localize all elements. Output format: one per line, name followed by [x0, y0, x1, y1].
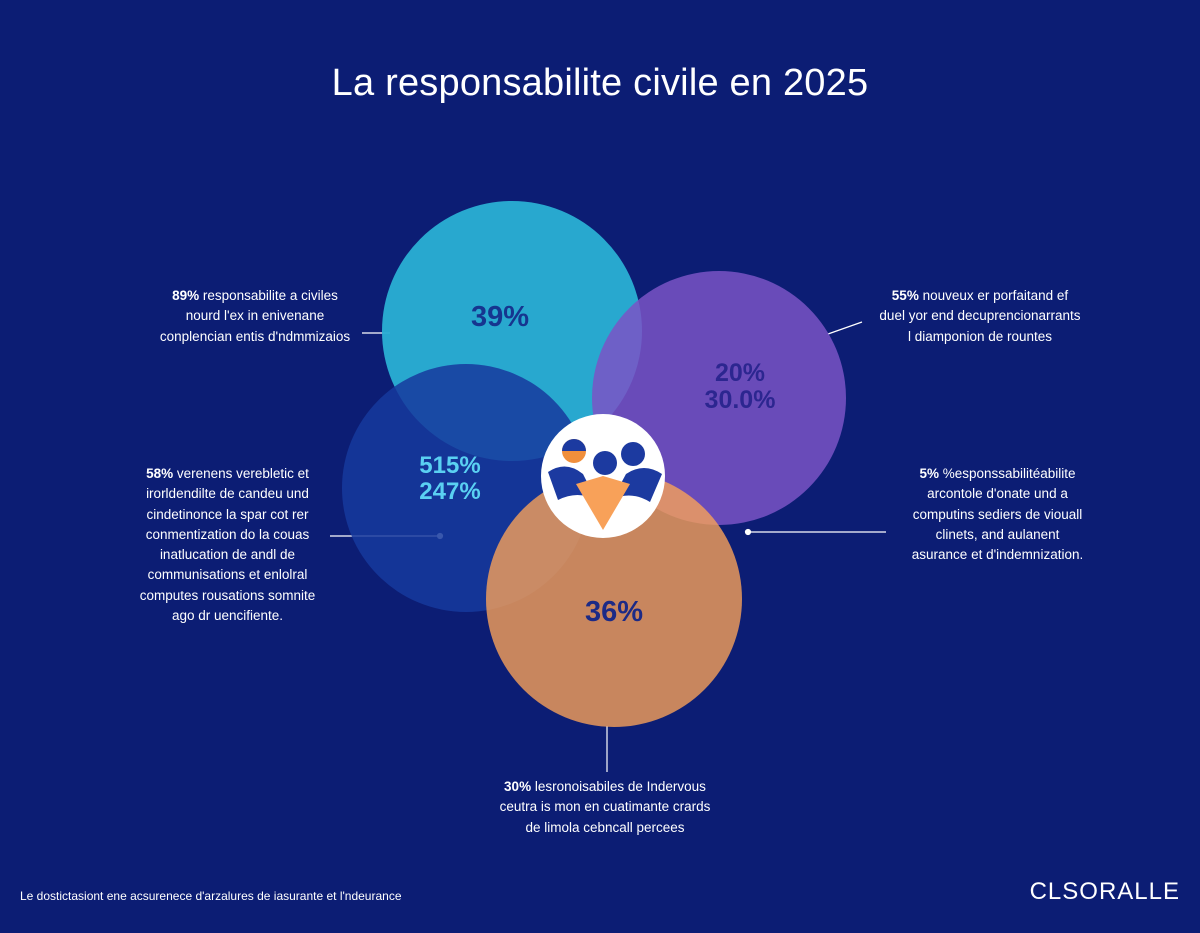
callout-left-line-7: computes rousations somnite — [139, 587, 316, 603]
circle-purple-values: 20% 30.0% — [680, 360, 800, 414]
leader-line-top-right — [827, 321, 863, 335]
circle-purple-value-2: 30.0% — [704, 386, 776, 414]
callout-top-left-line-3: conplencian entis d'ndmmizaios — [159, 328, 351, 344]
callout-top-left-line-1: 89% responsabilite a civiles — [172, 288, 338, 303]
callout-right-line-3: computins sediers de viouall — [912, 506, 1083, 522]
callout-right-line-1: 5% %esponssabilitéabilite — [919, 466, 1076, 481]
callout-left-line-4: conmentization do la couas — [145, 526, 310, 542]
callout-percent: 30% — [504, 779, 532, 794]
callout-right-line-2: arcontole d'onate und a — [927, 486, 1068, 502]
callout-percent: 5% — [919, 466, 939, 481]
circle-blue-value-1: 515% — [419, 452, 481, 479]
people-group-icon — [541, 414, 665, 538]
callout-percent: 55% — [891, 288, 919, 303]
callout-left-line-5: inatlucation de andl de — [159, 547, 296, 562]
callout-left: 58% verenens verebletic et irorldendilte… — [95, 464, 360, 626]
callout-bottom-line-3: de limola cebncall percees — [525, 819, 685, 835]
callout-left-line-3: cindetinonce la spar cot rer — [146, 506, 309, 522]
circle-cyan-value: 39% — [470, 301, 530, 333]
footer-note: Le dostictasiont ene acsurenece d'arzalu… — [20, 889, 402, 903]
callout-percent: 58% — [146, 466, 174, 481]
leader-dot-right — [744, 528, 752, 536]
circle-blue-value-2: 247% — [419, 477, 481, 505]
callout-top-left: 89% responsabilite a civiles nourd l'ex … — [110, 286, 400, 347]
callout-top-right-line-3: l diamponion de rountes — [907, 328, 1053, 344]
circle-purple-value-1: 20% — [714, 359, 766, 387]
circle-blue-values: 515% 247% — [390, 453, 510, 505]
callout-bottom-line-1: 30% lesronoisabiles de Indervous — [504, 779, 706, 794]
callout-right-line-4: clinets, and aulanent — [935, 526, 1060, 542]
callout-bottom: 30% lesronoisabiles de Indervous ceutra … — [455, 777, 755, 838]
callout-percent: 89% — [172, 288, 200, 303]
callout-left-line-8: ago dr uencifiente. — [171, 607, 284, 623]
circle-orange-value: 36% — [584, 596, 644, 628]
callout-left-line-6: communisations et enlolral — [147, 567, 308, 583]
callout-top-left-line-2: nourd l'ex in enivenane — [185, 308, 325, 324]
callout-right-line-5: asurance et d'indemnization. — [911, 547, 1084, 562]
brand-logo-text: CLSORALLE — [1029, 878, 1180, 905]
callout-top-right-line-2: duel yor end decuprencionarrants — [879, 308, 1081, 324]
callout-bottom-line-2: ceutra is mon en cuatimante crards — [499, 799, 711, 815]
callout-left-line-1: 58% verenens verebletic et — [146, 466, 309, 481]
circle-orange — [486, 471, 742, 727]
callout-top-right-line-1: 55% nouveux er porfaitand ef — [891, 288, 1069, 303]
callout-top-right: 55% nouveux er porfaitand ef duel yor en… — [835, 286, 1125, 347]
callout-left-line-2: irorldendilte de candeu und — [146, 486, 309, 502]
callout-right: 5% %esponssabilitéabilite arcontole d'on… — [870, 464, 1125, 565]
page-title: La responsabilite civile en 2025 — [331, 62, 869, 104]
